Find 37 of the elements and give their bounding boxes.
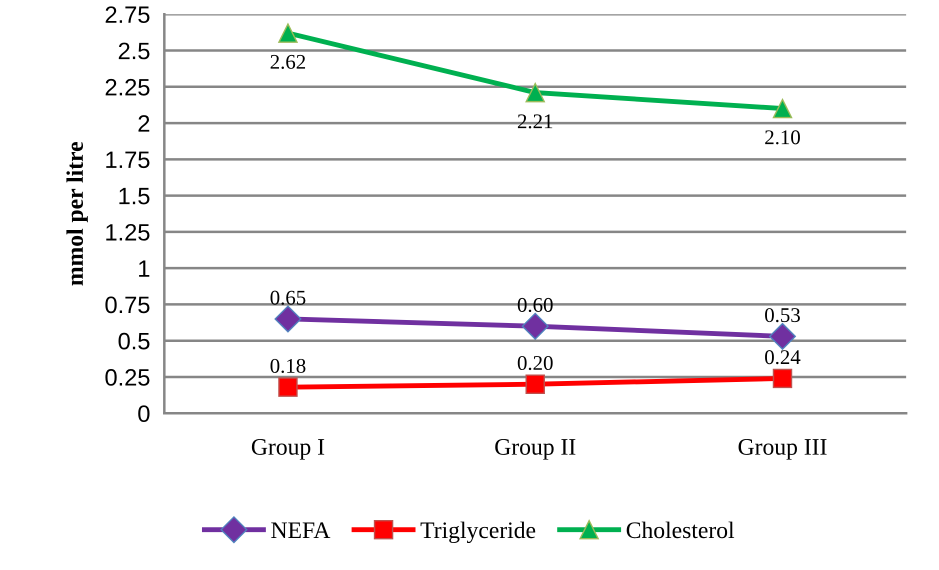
data-label: 0.20 (518, 356, 553, 370)
data-label: 2.62 (270, 54, 306, 69)
data-label: 0.60 (518, 298, 553, 312)
legend-label: Triglyceride (420, 522, 536, 544)
point (522, 312, 549, 340)
data-label: 0.18 (270, 358, 306, 373)
y-tick-label: 0.25 (105, 369, 150, 386)
y-tick-label: 0.75 (105, 296, 150, 314)
y-tick-label: 0 (138, 405, 150, 422)
legend-label: Cholesterol (626, 522, 734, 538)
point (526, 82, 545, 102)
data-label: 0.53 (765, 308, 800, 322)
x-tick-label: Group I (252, 439, 324, 460)
point (278, 23, 298, 43)
point (772, 98, 792, 118)
data-label: 0.24 (765, 350, 800, 364)
point (274, 305, 302, 332)
y-tick-label: 1.25 (106, 224, 150, 241)
y-axis-title: mmol per litre (66, 142, 88, 286)
y-tick-label: 1.75 (106, 152, 150, 168)
y-tick-label: 1 (139, 260, 150, 277)
legend-label: NEFA (271, 522, 330, 538)
point (526, 374, 545, 394)
y-tick-label: 0.5 (118, 332, 150, 350)
point (772, 368, 792, 388)
x-tick-label: Group III (738, 439, 827, 460)
data-label: 2.21 (518, 114, 552, 128)
y-tick-label: 2 (138, 115, 150, 132)
data-label: 2.10 (765, 130, 800, 144)
point (769, 322, 796, 350)
data-label: 0.65 (270, 290, 306, 305)
y-tick-label: 2.5 (118, 42, 150, 60)
x-tick-label: Group II (495, 439, 576, 460)
y-tick-label: 2.25 (106, 78, 150, 96)
y-tick-label: 2.75 (106, 6, 150, 24)
point (278, 377, 298, 397)
y-tick-label: 1.5 (119, 188, 150, 204)
